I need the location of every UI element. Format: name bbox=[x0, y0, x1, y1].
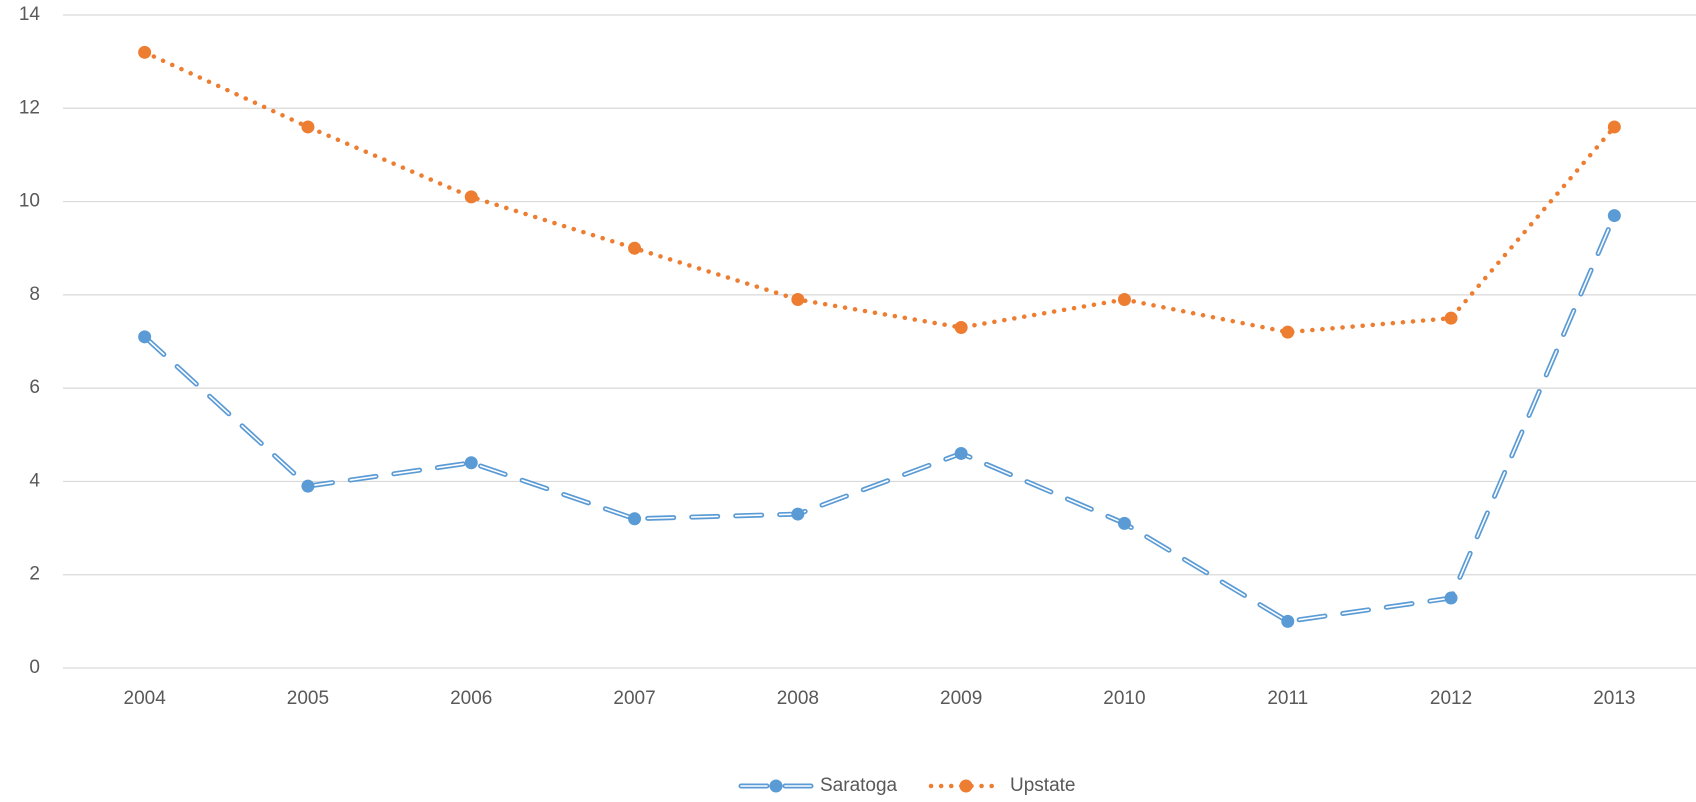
data-point bbox=[1607, 120, 1621, 134]
x-tick-label: 2007 bbox=[613, 688, 655, 709]
y-tick-label: 8 bbox=[29, 284, 40, 305]
y-tick-label: 10 bbox=[19, 191, 40, 212]
data-point bbox=[1607, 209, 1621, 223]
legend-label: Upstate bbox=[1010, 775, 1075, 796]
data-point bbox=[1117, 516, 1131, 530]
data-point bbox=[1281, 325, 1295, 339]
y-tick-label: 4 bbox=[29, 470, 40, 491]
data-point bbox=[628, 512, 642, 526]
data-point bbox=[954, 321, 968, 335]
x-tick-label: 2004 bbox=[124, 688, 167, 709]
series-line-inner bbox=[143, 214, 1616, 623]
y-tick-label: 0 bbox=[29, 657, 40, 678]
x-tick-label: 2011 bbox=[1267, 688, 1308, 709]
x-tick-label: 2006 bbox=[450, 688, 492, 709]
data-point bbox=[791, 293, 805, 307]
data-point bbox=[791, 507, 805, 521]
data-point bbox=[464, 190, 478, 204]
x-tick-label: 2010 bbox=[1103, 688, 1145, 709]
x-tick-label: 2008 bbox=[777, 688, 819, 709]
data-point bbox=[301, 120, 315, 134]
data-point bbox=[464, 456, 478, 470]
y-tick-label: 14 bbox=[19, 4, 41, 25]
data-point bbox=[138, 45, 152, 59]
x-tick-label: 2012 bbox=[1430, 688, 1472, 709]
data-point bbox=[954, 446, 968, 460]
series-line bbox=[142, 213, 1617, 624]
series-line bbox=[142, 50, 1617, 335]
x-tick-label: 2005 bbox=[287, 688, 329, 709]
data-point bbox=[138, 330, 152, 344]
y-tick-label: 2 bbox=[29, 564, 40, 585]
x-tick-label: 2009 bbox=[940, 688, 982, 709]
legend-label: Saratoga bbox=[820, 775, 898, 796]
y-tick-label: 12 bbox=[19, 97, 40, 118]
x-tick-label: 2013 bbox=[1593, 688, 1635, 709]
y-tick-label: 6 bbox=[29, 377, 40, 398]
data-point bbox=[1444, 591, 1458, 605]
data-point bbox=[1281, 614, 1295, 628]
data-point bbox=[1444, 311, 1458, 325]
data-point bbox=[628, 241, 642, 255]
data-point bbox=[1117, 293, 1131, 307]
legend-marker bbox=[769, 779, 783, 793]
legend-marker bbox=[959, 779, 973, 793]
data-point bbox=[301, 479, 315, 493]
